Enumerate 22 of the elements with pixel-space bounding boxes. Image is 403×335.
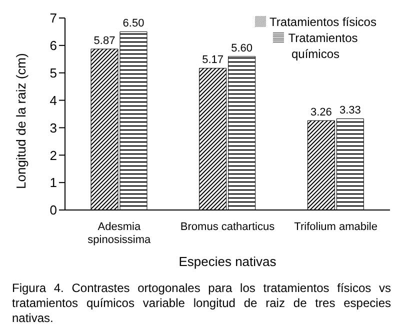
- data-label: 5.87: [94, 34, 116, 47]
- y-tick-label: 4: [50, 92, 57, 108]
- y-tick-label: 7: [50, 10, 57, 26]
- data-label: 3.26: [310, 106, 332, 119]
- y-tick-label: 5: [50, 65, 57, 80]
- y-tick-label: 2: [50, 148, 57, 163]
- y-tick-label: 0: [50, 202, 57, 218]
- x-tick-label: Bromus catharticus: [180, 221, 276, 233]
- x-tick-label: Adesmia spinosissima: [88, 221, 152, 246]
- x-tick-label: Trifolium amabile: [294, 221, 378, 233]
- legend-label: Tratamientos químicos: [288, 31, 358, 61]
- data-label: 3.33: [339, 104, 361, 117]
- y-tick-label: 6: [50, 38, 57, 54]
- x-axis-title: Especies nativas: [178, 254, 277, 269]
- y-tick-label: 1: [50, 175, 57, 190]
- data-label: 5.17: [202, 54, 224, 66]
- data-label: 6.50: [122, 18, 144, 30]
- y-tick-label: 3: [50, 120, 57, 136]
- text: Figura 4. Contrastes ortogonales para los tratamientos físicos vs tratamientos químicos variable longitud de raiz de tres especies nativas.: [12, 281, 391, 326]
- data-label: 5.60: [231, 42, 253, 54]
- y-axis-title: Longitud de la raiz (cm): [14, 53, 29, 189]
- legend-label: Tratamientos físicos: [270, 15, 376, 29]
